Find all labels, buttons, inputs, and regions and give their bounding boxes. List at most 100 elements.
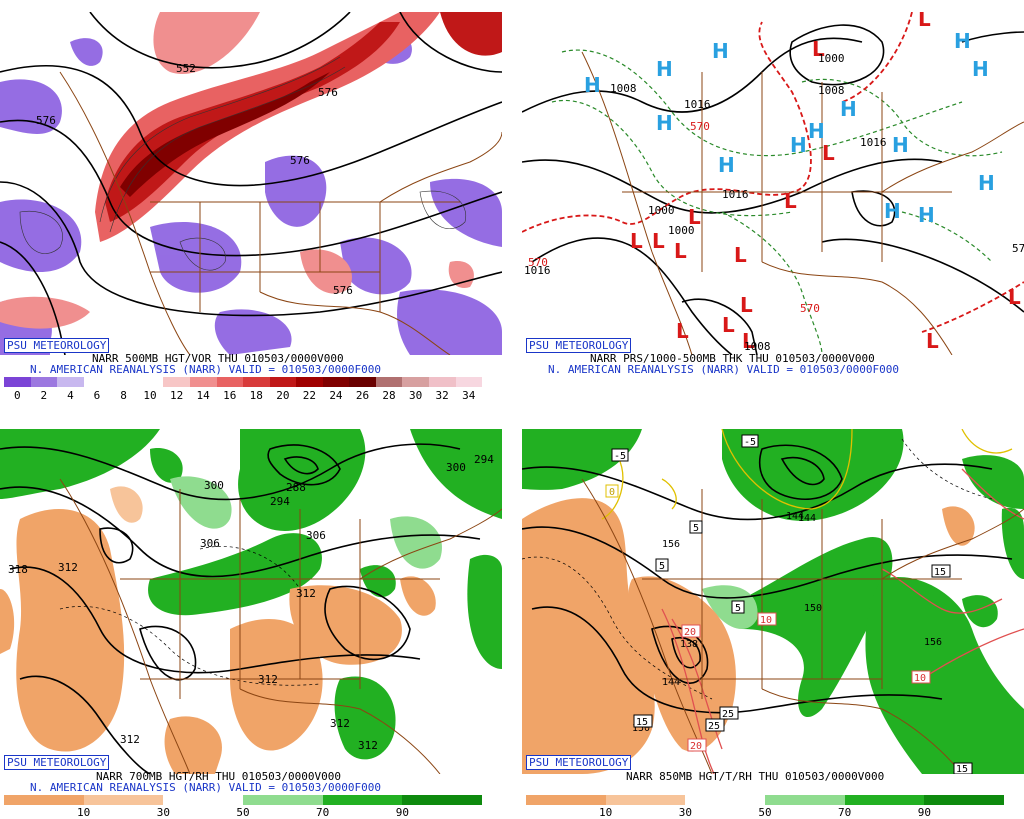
contour-label: 1008 bbox=[818, 84, 845, 97]
contour-label: 156 bbox=[924, 637, 942, 648]
colorbar-tick: 16 bbox=[223, 389, 237, 402]
panel-pressure-thickness: H H H H H H H H H H H H H H L L L L L L … bbox=[522, 12, 1024, 402]
svg-text:H: H bbox=[584, 73, 601, 97]
contour-label: 570 bbox=[528, 256, 548, 269]
geography-borders bbox=[59, 478, 502, 774]
colorbar-swatch bbox=[685, 795, 766, 805]
colorbar-swatch bbox=[526, 795, 606, 805]
contour-label: 576 bbox=[36, 114, 56, 127]
contour-label: 294 bbox=[474, 453, 494, 466]
contour-label: 576 bbox=[333, 284, 353, 297]
colorbar-swatch bbox=[4, 377, 31, 387]
contour-label: 25 bbox=[722, 709, 734, 720]
label-box: 15 bbox=[953, 762, 973, 774]
contour-label: 1016 bbox=[684, 98, 711, 111]
colorbar-swatch bbox=[322, 377, 350, 387]
colorbar-swatch bbox=[402, 377, 429, 387]
colorbar-tick: 0 bbox=[13, 389, 21, 402]
colorbar-tick: 28 bbox=[382, 389, 396, 402]
source-tag: PSU METEOROLOGY bbox=[4, 338, 110, 353]
colorbar-swatch bbox=[216, 377, 244, 387]
map-validity: N. AMERICAN REANALYSIS (NARR) VALID = 01… bbox=[548, 363, 899, 376]
colorbar-swatch bbox=[296, 377, 323, 387]
label-box: 0 bbox=[605, 484, 619, 498]
contour-label: 312 bbox=[258, 673, 278, 686]
contour-labels: 300 294 288 306 306 318 312 312 312 312 … bbox=[8, 453, 494, 752]
svg-text:L: L bbox=[784, 189, 797, 213]
colorbar-swatch bbox=[4, 795, 84, 805]
colorbar-swatch bbox=[605, 795, 686, 805]
svg-text:H: H bbox=[712, 39, 729, 63]
contour-label: 1000 bbox=[648, 204, 675, 217]
svg-text:H: H bbox=[718, 153, 735, 177]
humid-areas bbox=[522, 429, 1024, 774]
colorbar-tick: 24 bbox=[329, 389, 343, 402]
height-contours bbox=[0, 12, 502, 355]
colorbar-tick: 32 bbox=[435, 389, 449, 402]
svg-text:L: L bbox=[812, 37, 825, 61]
contour-label: 312 bbox=[58, 561, 78, 574]
panel-850mb-temperature-humidity: -5 -5 0 5 5 5 144 156 150 138 144 150 15… bbox=[522, 429, 1024, 819]
label-box: 20 bbox=[687, 738, 707, 752]
label-box: 25 bbox=[705, 718, 725, 732]
colorbar-tick: 90 bbox=[917, 806, 931, 819]
svg-text:L: L bbox=[676, 319, 689, 343]
source-tag: PSU METEOROLOGY bbox=[526, 755, 632, 770]
thickness-lines bbox=[551, 49, 1003, 355]
svg-text:L: L bbox=[740, 293, 753, 317]
colorbar-swatch bbox=[375, 377, 403, 387]
svg-text:H: H bbox=[656, 111, 673, 135]
svg-text:L: L bbox=[722, 313, 735, 337]
contour-label: 312 bbox=[358, 739, 378, 752]
contour-label: 300 bbox=[204, 479, 224, 492]
colorbar-swatch bbox=[429, 377, 456, 387]
dry-areas bbox=[0, 509, 436, 774]
svg-text:L: L bbox=[918, 12, 931, 31]
temp-humidity-850-map: -5 -5 0 5 5 5 144 156 150 138 144 150 15… bbox=[522, 429, 1024, 774]
colorbar-tick: 20 bbox=[276, 389, 290, 402]
contour-label: 138 bbox=[680, 639, 698, 650]
label-box: -5 bbox=[611, 448, 629, 462]
colorbar-swatch bbox=[243, 377, 270, 387]
label-box: 5 bbox=[689, 520, 703, 534]
colorbar-swatch bbox=[455, 377, 483, 387]
pressure-thickness-map: H H H H H H H H H H H H H H L L L L L L … bbox=[522, 12, 1024, 355]
contour-label: 288 bbox=[286, 481, 306, 494]
contour-label: 1000 bbox=[668, 224, 695, 237]
svg-text:H: H bbox=[978, 171, 995, 195]
humidity-colorbar bbox=[4, 795, 483, 805]
contour-label: 5 bbox=[659, 561, 665, 572]
moist-areas bbox=[702, 585, 758, 629]
colorbar-swatch bbox=[243, 795, 323, 805]
contour-label: 20 bbox=[684, 627, 696, 638]
contour-label: 144 bbox=[662, 677, 680, 688]
svg-text:L: L bbox=[822, 141, 835, 165]
thickness-570-line bbox=[522, 12, 1024, 333]
label-box: 15 bbox=[931, 564, 951, 578]
colorbar-tick: 10 bbox=[599, 806, 613, 819]
vorticity-colorbar-ticks: 0 2 4 6 8 10 12 14 16 18 20 22 24 26 28 30 32 34 bbox=[4, 389, 482, 402]
svg-text:L: L bbox=[688, 205, 701, 229]
contour-label: 312 bbox=[296, 587, 316, 600]
humidity-700-map: 300 294 288 306 306 318 312 312 312 312 … bbox=[0, 429, 502, 774]
map-caption: NARR 850MB HGT/T/RH THU 010503/0000V000 bbox=[626, 770, 885, 783]
contour-label: 312 bbox=[330, 717, 350, 730]
map-validity: N. AMERICAN REANALYSIS (NARR) VALID = 01… bbox=[30, 363, 381, 376]
contour-label: 576 bbox=[290, 154, 310, 167]
svg-text:L: L bbox=[1008, 285, 1021, 309]
contour-label: 1000 bbox=[818, 52, 845, 65]
label-box: 5 bbox=[655, 558, 669, 572]
contour-label: 144 bbox=[786, 511, 804, 522]
contour-label: 1016 bbox=[722, 188, 749, 201]
colorbar-tick: 10 bbox=[77, 806, 91, 819]
positive-vorticity-band bbox=[0, 12, 502, 329]
svg-text:H: H bbox=[892, 133, 909, 157]
svg-text:H: H bbox=[884, 199, 901, 223]
contour-label: 1016 bbox=[860, 136, 887, 149]
colorbar-swatch bbox=[189, 377, 217, 387]
freezing-isotherms bbox=[601, 429, 1013, 520]
contour-label: 570 bbox=[1012, 242, 1024, 255]
colorbar-tick: 4 bbox=[67, 389, 74, 402]
svg-text:L: L bbox=[734, 243, 747, 267]
colorbar-swatch bbox=[163, 377, 190, 387]
